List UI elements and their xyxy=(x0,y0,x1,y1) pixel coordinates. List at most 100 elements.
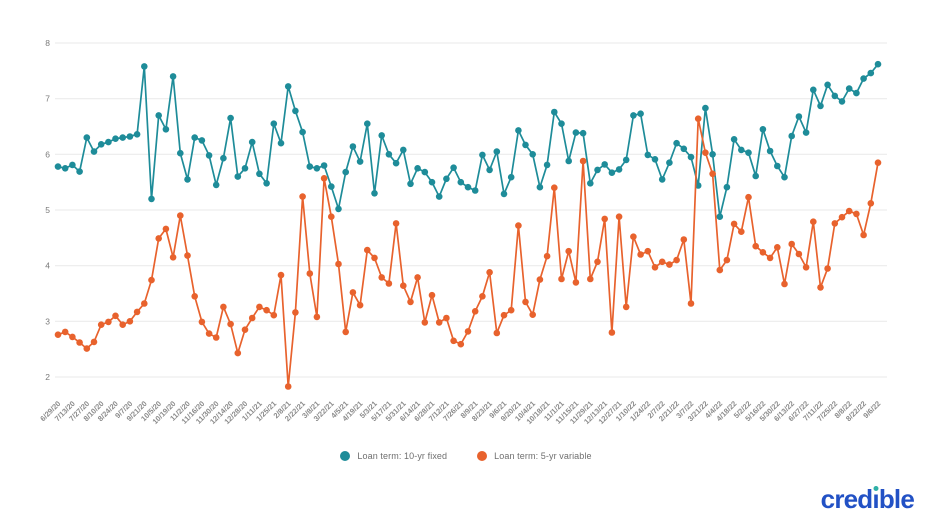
data-point xyxy=(471,187,479,194)
data-point xyxy=(292,107,299,115)
data-point xyxy=(694,182,702,189)
data-point xyxy=(608,169,616,176)
data-point xyxy=(536,276,544,283)
data-point xyxy=(795,113,803,120)
data-point xyxy=(428,178,436,186)
data-point xyxy=(306,163,314,170)
data-point xyxy=(759,126,767,133)
legend-item-5yr-variable: Loan term: 5-yr variable xyxy=(477,451,591,461)
data-point xyxy=(515,222,522,229)
data-point xyxy=(227,320,234,328)
data-point xyxy=(457,340,465,348)
data-point xyxy=(83,134,91,141)
data-point xyxy=(551,184,558,191)
data-point xyxy=(364,246,371,254)
data-point xyxy=(248,314,256,322)
data-point xyxy=(198,137,206,144)
y-axis-tick-label: 5 xyxy=(45,205,50,215)
data-point xyxy=(608,329,616,336)
series-line-10yr-fixed xyxy=(57,63,879,217)
data-point xyxy=(644,247,652,255)
data-point xyxy=(407,180,414,188)
data-point xyxy=(90,148,98,155)
data-point xyxy=(687,300,695,307)
data-point xyxy=(270,120,278,127)
data-point xyxy=(507,173,515,181)
data-point xyxy=(479,151,486,159)
data-point xyxy=(543,161,551,169)
data-point xyxy=(666,261,673,268)
data-point xyxy=(774,162,781,170)
data-point xyxy=(54,331,62,339)
data-point xyxy=(529,151,536,158)
data-point xyxy=(356,301,364,309)
data-point xyxy=(443,175,450,183)
data-point xyxy=(407,298,414,306)
data-point xyxy=(709,151,716,158)
data-point xyxy=(277,139,285,147)
data-point xyxy=(493,329,501,337)
data-point xyxy=(630,112,637,119)
data-point xyxy=(270,311,278,319)
data-point xyxy=(69,333,76,341)
data-point xyxy=(335,260,342,268)
data-point xyxy=(97,141,105,148)
data-point xyxy=(335,205,342,213)
data-point xyxy=(119,321,126,329)
data-point xyxy=(61,165,69,172)
data-point xyxy=(54,163,62,170)
data-point xyxy=(443,314,450,322)
logo-text-before-i: cred xyxy=(820,484,874,514)
data-point xyxy=(874,60,882,68)
y-axis-tick-label: 4 xyxy=(45,261,50,271)
data-point xyxy=(824,81,831,89)
data-point xyxy=(565,157,572,165)
data-point xyxy=(119,134,126,141)
data-point xyxy=(76,339,83,346)
data-point xyxy=(313,313,321,321)
data-point xyxy=(551,108,558,116)
data-point xyxy=(392,220,400,227)
data-point xyxy=(471,308,479,315)
data-point xyxy=(486,269,493,276)
data-point xyxy=(299,193,306,200)
data-point xyxy=(781,280,788,288)
data-point xyxy=(795,250,803,258)
data-point xyxy=(738,228,745,235)
data-point xyxy=(680,145,688,153)
data-point xyxy=(220,154,227,162)
data-point xyxy=(90,338,98,346)
data-point xyxy=(177,212,184,219)
data-point xyxy=(565,247,572,255)
data-point xyxy=(658,176,666,183)
data-point xyxy=(364,120,371,127)
data-point xyxy=(328,213,335,220)
data-point xyxy=(205,330,213,337)
data-point xyxy=(263,306,270,314)
data-point xyxy=(730,220,738,228)
data-point xyxy=(220,303,227,311)
data-point xyxy=(83,345,91,352)
data-point xyxy=(205,152,213,159)
data-point xyxy=(802,264,810,271)
data-point xyxy=(263,180,270,187)
y-axis-tick-label: 2 xyxy=(45,372,50,382)
data-point xyxy=(342,328,350,336)
data-point xyxy=(752,172,759,180)
data-point xyxy=(810,86,817,94)
data-point xyxy=(61,328,69,336)
data-point xyxy=(133,131,141,138)
data-point xyxy=(630,233,637,240)
data-point xyxy=(378,274,386,281)
data-point xyxy=(730,136,738,143)
data-point xyxy=(522,298,529,306)
data-point xyxy=(234,173,242,180)
data-point xyxy=(421,168,429,176)
data-point xyxy=(241,165,249,172)
data-point xyxy=(824,265,831,272)
data-point xyxy=(414,274,421,281)
data-point xyxy=(184,176,191,183)
data-point xyxy=(241,326,249,334)
data-point xyxy=(766,254,774,262)
